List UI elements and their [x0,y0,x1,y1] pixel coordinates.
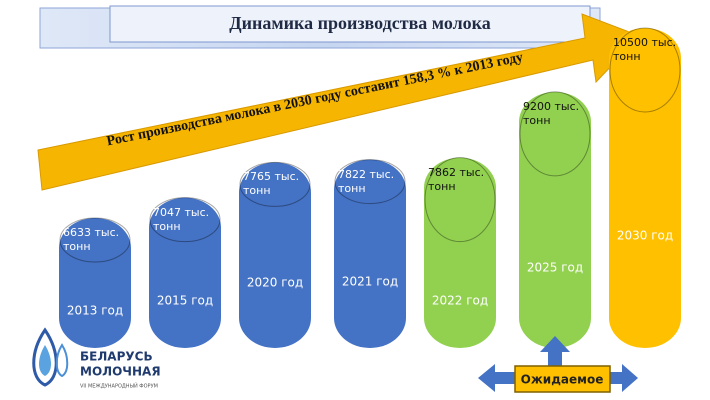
value-label-box: 7822 тыс. тонн [338,167,395,195]
expected-label: Ожидаемое [521,373,604,387]
growth-annotation: Рост производства молока в 2030 году сос… [105,50,524,149]
value-label: 6633 тыс. тонн [63,226,120,253]
cylinder [519,91,591,348]
cylinder-top [149,197,221,243]
value-label: 9200 тыс. тонн [523,99,580,127]
value-label: 7047 тыс. тонн [153,205,210,233]
cylinder-top [239,161,311,207]
value-label: 7765 тыс. тонн [243,170,300,198]
value-label-box: 7862 тыс. тонн [428,165,485,193]
logo [32,327,69,387]
expected-box [514,365,611,393]
value-label-box: 7047 тыс. тонн [153,205,210,233]
cylinder-top [334,159,406,205]
cylinder-top [424,157,496,243]
cylinder-top [519,91,591,177]
cylinder [424,157,496,348]
logo-text: БЕЛАРУСЬ [80,350,153,364]
value-label: 7862 тыс. тонн [428,165,485,193]
logo-subtext: VII МЕЖДУНАРОДНЫЙ ФОРУМ [80,383,158,390]
category-label: 2021 год [342,274,398,288]
cylinder-top [609,27,681,113]
cylinder [239,162,311,348]
logo-text: МОЛОЧНАЯ [80,365,161,379]
value-label-box: 6633 тыс. тонн [63,226,120,253]
cylinder-top [59,217,131,263]
chart-title: Динамика производства молока [229,13,491,33]
category-label: 2015 год [157,293,213,307]
value-label: 7822 тыс. тонн [338,167,395,195]
cylinder [334,159,406,348]
value-label: 10500 тыс. тонн [613,36,677,63]
category-label: 2020 год [247,276,303,290]
category-label: 2025 год [527,260,583,274]
category-label: 2030 год [617,229,673,243]
cylinder [609,28,681,348]
value-label-box: 10500 тыс. тонн [613,36,677,63]
cylinder [149,197,221,348]
value-label-box: 9200 тыс. тонн [523,99,580,127]
expected-arrows [478,336,638,392]
category-label: 2013 год [67,304,123,318]
value-label-box: 7765 тыс. тонн [243,170,300,198]
category-label: 2022 год [432,293,488,307]
cylinder [59,218,131,348]
title-box [109,5,591,43]
